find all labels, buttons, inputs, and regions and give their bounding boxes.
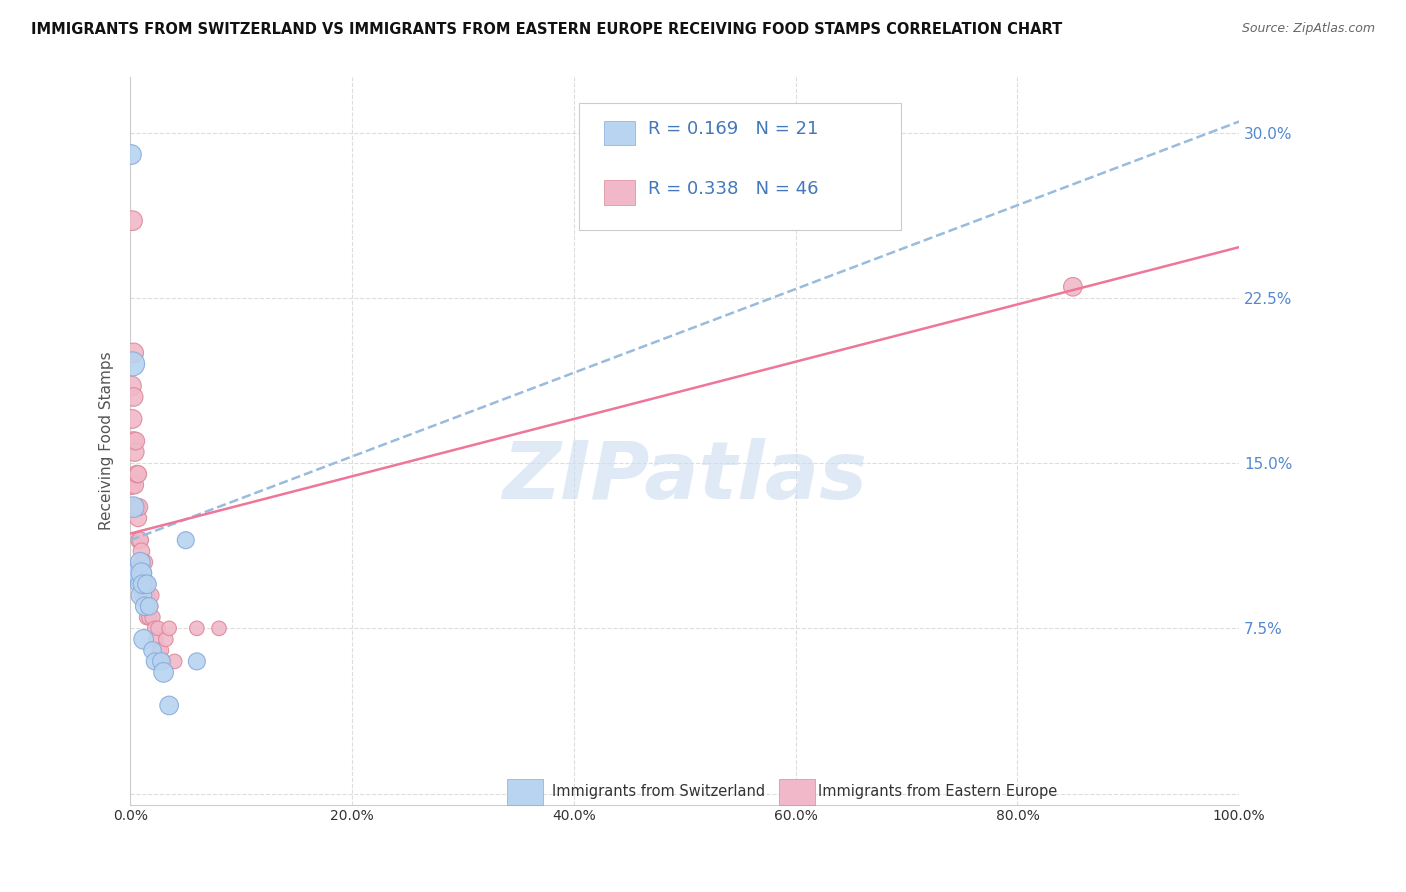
Point: [134, 555, 156, 569]
FancyBboxPatch shape: [779, 780, 814, 805]
Point: [141, 610, 163, 624]
Point: [174, 533, 197, 548]
Text: IMMIGRANTS FROM SWITZERLAND VS IMMIGRANTS FROM EASTERN EUROPE RECEIVING FOOD STA: IMMIGRANTS FROM SWITZERLAND VS IMMIGRANT…: [31, 22, 1062, 37]
Y-axis label: Receiving Food Stamps: Receiving Food Stamps: [100, 351, 114, 531]
Point: [129, 577, 152, 591]
Point: [143, 621, 166, 635]
Point: [127, 511, 149, 525]
Point: [136, 610, 159, 624]
Point: [131, 588, 153, 602]
Point: [150, 654, 173, 668]
Point: [135, 588, 157, 602]
Text: Source: ZipAtlas.com: Source: ZipAtlas.com: [1241, 22, 1375, 36]
Point: [128, 500, 150, 515]
Point: [121, 412, 143, 426]
Point: [120, 379, 142, 393]
Point: [131, 588, 153, 602]
Point: [128, 566, 150, 581]
Point: [152, 665, 174, 680]
Point: [129, 555, 152, 569]
Point: [120, 147, 142, 161]
Point: [152, 654, 174, 668]
Point: [132, 632, 155, 647]
Point: [129, 533, 152, 548]
Point: [124, 478, 146, 492]
Point: [125, 467, 148, 481]
FancyBboxPatch shape: [603, 120, 636, 145]
Point: [125, 500, 148, 515]
Text: Immigrants from Eastern Europe: Immigrants from Eastern Europe: [818, 784, 1057, 799]
Point: [121, 213, 143, 227]
Point: [125, 434, 148, 448]
Point: [131, 566, 153, 581]
Point: [143, 654, 166, 668]
Point: [131, 555, 153, 569]
Point: [122, 434, 145, 448]
Point: [150, 643, 173, 657]
Point: [157, 698, 180, 713]
Text: Immigrants from Switzerland: Immigrants from Switzerland: [551, 784, 765, 799]
Text: ZIPatlas: ZIPatlas: [502, 438, 868, 516]
Point: [141, 643, 163, 657]
Point: [127, 467, 149, 481]
Point: [120, 478, 142, 492]
Point: [131, 577, 153, 591]
Point: [186, 654, 208, 668]
Point: [125, 566, 148, 581]
Point: [186, 621, 208, 635]
Point: [121, 357, 143, 371]
Text: R = 0.169   N = 21: R = 0.169 N = 21: [648, 120, 818, 138]
Point: [134, 599, 156, 614]
FancyBboxPatch shape: [579, 103, 901, 230]
Point: [125, 500, 148, 515]
Point: [138, 599, 160, 614]
Point: [122, 346, 145, 360]
Point: [132, 566, 155, 581]
Point: [208, 621, 231, 635]
FancyBboxPatch shape: [508, 780, 543, 805]
Point: [128, 533, 150, 548]
Point: [145, 632, 167, 647]
Point: [136, 588, 159, 602]
Point: [141, 588, 163, 602]
Point: [136, 577, 159, 591]
Point: [136, 577, 159, 591]
Point: [155, 632, 177, 647]
Point: [1062, 280, 1084, 294]
Point: [163, 654, 186, 668]
Point: [129, 566, 152, 581]
Point: [139, 599, 162, 614]
Point: [131, 544, 153, 558]
FancyBboxPatch shape: [603, 180, 636, 204]
Point: [138, 610, 160, 624]
Point: [134, 577, 156, 591]
Point: [131, 577, 153, 591]
Text: R = 0.338   N = 46: R = 0.338 N = 46: [648, 179, 818, 198]
Point: [122, 390, 145, 404]
Point: [148, 643, 170, 657]
Point: [124, 445, 146, 459]
Point: [146, 621, 169, 635]
Point: [157, 621, 180, 635]
Point: [122, 500, 145, 515]
